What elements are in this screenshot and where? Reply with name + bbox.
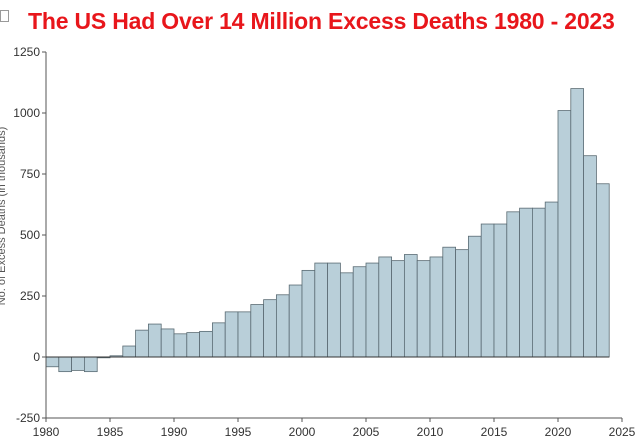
bar bbox=[480, 223, 495, 358]
y-tick-label: 0 bbox=[33, 350, 40, 364]
x-tick-label: 2025 bbox=[609, 425, 636, 439]
chart-title: The US Had Over 14 Million Excess Deaths… bbox=[28, 8, 615, 34]
bar bbox=[467, 235, 482, 358]
bar bbox=[506, 211, 520, 358]
x-tick-label: 2015 bbox=[481, 425, 508, 439]
bar bbox=[263, 299, 277, 358]
bar bbox=[570, 88, 584, 358]
bar bbox=[583, 155, 597, 358]
corner-checkbox bbox=[0, 10, 9, 22]
bar bbox=[429, 256, 444, 358]
bar bbox=[314, 262, 328, 358]
x-axis-ticks: 1980 1985 1990 1995 2000 2005 2010 2015 2020 2025 bbox=[33, 418, 636, 439]
bar bbox=[339, 272, 354, 358]
bar bbox=[596, 183, 610, 358]
bar bbox=[122, 345, 137, 358]
y-tick-label: 1000 bbox=[13, 106, 40, 120]
y-tick-label: 250 bbox=[20, 289, 40, 303]
bar bbox=[71, 356, 85, 371]
bar bbox=[186, 332, 201, 358]
bar bbox=[199, 330, 213, 358]
bar bbox=[544, 201, 559, 358]
bar bbox=[224, 311, 239, 358]
bar bbox=[173, 333, 188, 358]
x-tick-label: 2005 bbox=[353, 425, 380, 439]
bars-group bbox=[45, 88, 610, 373]
bar bbox=[493, 223, 508, 358]
x-tick-label: 2000 bbox=[289, 425, 316, 439]
bar bbox=[352, 266, 367, 358]
y-tick-label: 500 bbox=[20, 228, 40, 242]
x-tick-label: 1995 bbox=[225, 425, 252, 439]
bar bbox=[135, 329, 149, 358]
y-tick-label: 750 bbox=[20, 167, 40, 181]
bar bbox=[250, 304, 265, 358]
bar bbox=[301, 269, 316, 358]
bar bbox=[391, 260, 405, 358]
bar bbox=[442, 246, 456, 358]
bar bbox=[532, 207, 546, 358]
bar bbox=[160, 328, 175, 358]
bar bbox=[58, 356, 72, 373]
bar bbox=[378, 256, 392, 358]
bar bbox=[275, 294, 290, 358]
x-tick-label: 1990 bbox=[161, 425, 188, 439]
bar bbox=[416, 260, 431, 358]
bar bbox=[455, 249, 469, 358]
bar bbox=[519, 207, 533, 358]
y-tick-label: 1250 bbox=[13, 45, 40, 59]
bar bbox=[237, 311, 252, 358]
axes bbox=[45, 52, 622, 419]
bar bbox=[45, 356, 60, 368]
bar bbox=[147, 323, 162, 358]
bar bbox=[84, 356, 98, 373]
bar bbox=[365, 262, 380, 358]
x-tick-label: 1985 bbox=[97, 425, 124, 439]
bar bbox=[403, 254, 418, 358]
y-tick-label: -250 bbox=[16, 411, 40, 425]
bar bbox=[327, 262, 341, 358]
bar bbox=[557, 110, 572, 358]
y-axis-ticks: -250 0 250 500 750 1000 1250 bbox=[13, 45, 46, 425]
bar bbox=[288, 284, 303, 358]
bar bbox=[211, 322, 226, 358]
x-tick-label: 1980 bbox=[33, 425, 60, 439]
x-tick-label: 2020 bbox=[545, 425, 572, 439]
x-tick-label: 2010 bbox=[417, 425, 444, 439]
